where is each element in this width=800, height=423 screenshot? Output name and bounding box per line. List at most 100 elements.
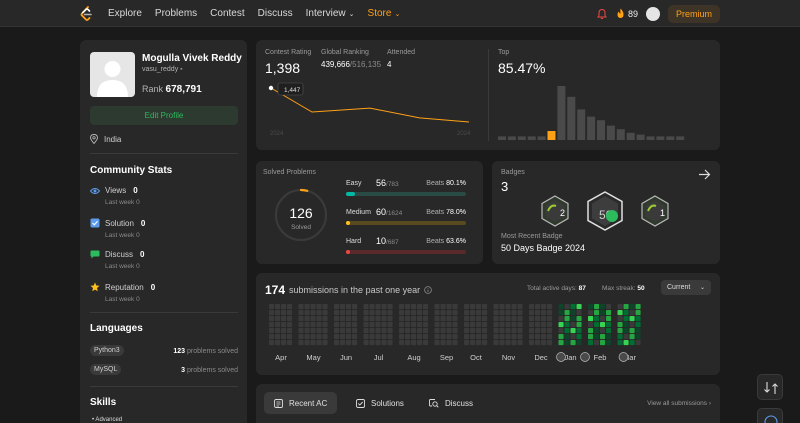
heatmap-cell[interactable] bbox=[529, 322, 534, 327]
heatmap-cell[interactable] bbox=[571, 334, 576, 339]
heatmap-cell[interactable] bbox=[500, 322, 505, 327]
heatmap-cell[interactable] bbox=[299, 304, 304, 309]
info-icon[interactable] bbox=[424, 286, 432, 294]
heatmap-cell[interactable] bbox=[535, 316, 540, 321]
heatmap-cell[interactable] bbox=[518, 304, 523, 309]
heatmap-cell[interactable] bbox=[565, 322, 570, 327]
heatmap-cell[interactable] bbox=[364, 310, 369, 315]
heatmap-cell[interactable] bbox=[299, 322, 304, 327]
heatmap-cell[interactable] bbox=[559, 316, 564, 321]
heatmap-cell[interactable] bbox=[482, 328, 487, 333]
heatmap-cell[interactable] bbox=[636, 316, 641, 321]
heatmap-cell[interactable] bbox=[334, 328, 339, 333]
histogram-bar[interactable] bbox=[597, 120, 605, 140]
profile-avatar[interactable] bbox=[90, 52, 135, 97]
heatmap-cell[interactable] bbox=[334, 322, 339, 327]
heatmap-cell[interactable] bbox=[606, 322, 611, 327]
heatmap-cell[interactable] bbox=[518, 316, 523, 321]
heatmap-cell[interactable] bbox=[506, 316, 511, 321]
rating-distribution-chart[interactable] bbox=[498, 84, 712, 141]
histogram-bar[interactable] bbox=[577, 109, 585, 140]
heatmap-cell[interactable] bbox=[287, 334, 292, 339]
heatmap-cell[interactable] bbox=[435, 310, 440, 315]
heatmap-cell[interactable] bbox=[299, 334, 304, 339]
heatmap-cell[interactable] bbox=[340, 304, 345, 309]
heatmap-cell[interactable] bbox=[388, 328, 393, 333]
heatmap-cell[interactable] bbox=[441, 310, 446, 315]
heatmap-cell[interactable] bbox=[529, 310, 534, 315]
nav-contest[interactable]: Contest bbox=[210, 8, 244, 19]
heatmap-cell[interactable] bbox=[275, 328, 280, 333]
heatmap-cell[interactable] bbox=[269, 304, 274, 309]
heatmap-cell[interactable] bbox=[464, 304, 469, 309]
heatmap-cell[interactable] bbox=[547, 328, 552, 333]
heatmap-cell[interactable] bbox=[470, 322, 475, 327]
heatmap-cell[interactable] bbox=[506, 304, 511, 309]
heatmap-cell[interactable] bbox=[624, 304, 629, 309]
heatmap-cell[interactable] bbox=[352, 316, 357, 321]
heatmap-cell[interactable] bbox=[600, 328, 605, 333]
heatmap-cell[interactable] bbox=[588, 340, 593, 345]
heatmap-cell[interactable] bbox=[529, 340, 534, 345]
heatmap-cell[interactable] bbox=[547, 316, 552, 321]
heatmap-cell[interactable] bbox=[411, 340, 416, 345]
heatmap-cell[interactable] bbox=[535, 304, 540, 309]
heatmap-cell[interactable] bbox=[405, 340, 410, 345]
heatmap-cell[interactable] bbox=[305, 304, 310, 309]
heatmap-cell[interactable] bbox=[512, 328, 517, 333]
heatmap-cell[interactable] bbox=[405, 304, 410, 309]
heatmap-cell[interactable] bbox=[547, 310, 552, 315]
heatmap-cell[interactable] bbox=[370, 310, 375, 315]
heatmap-cell[interactable] bbox=[600, 334, 605, 339]
heatmap-cell[interactable] bbox=[382, 310, 387, 315]
heatmap-cell[interactable] bbox=[388, 310, 393, 315]
heatmap-cell[interactable] bbox=[376, 322, 381, 327]
histogram-bar[interactable] bbox=[498, 136, 506, 140]
heatmap-cell[interactable] bbox=[364, 328, 369, 333]
heatmap-cell[interactable] bbox=[287, 316, 292, 321]
heatmap-cell[interactable] bbox=[311, 316, 316, 321]
heatmap-cell[interactable] bbox=[423, 340, 428, 345]
heatmap-cell[interactable] bbox=[559, 340, 564, 345]
heatmap-cell[interactable] bbox=[411, 304, 416, 309]
badge-marker-icon[interactable] bbox=[619, 353, 628, 362]
heatmap-cell[interactable] bbox=[518, 334, 523, 339]
tab-solutions[interactable]: Solutions bbox=[346, 392, 414, 414]
heatmap-cell[interactable] bbox=[364, 340, 369, 345]
heatmap-cell[interactable] bbox=[529, 334, 534, 339]
heatmap-cell[interactable] bbox=[388, 316, 393, 321]
heatmap-cell[interactable] bbox=[512, 340, 517, 345]
heatmap-cell[interactable] bbox=[453, 304, 458, 309]
heatmap-cell[interactable] bbox=[476, 334, 481, 339]
heatmap-cell[interactable] bbox=[447, 310, 452, 315]
heatmap-cell[interactable] bbox=[588, 328, 593, 333]
heatmap-cell[interactable] bbox=[447, 328, 452, 333]
heatmap-cell[interactable] bbox=[411, 316, 416, 321]
heatmap-cell[interactable] bbox=[275, 340, 280, 345]
heatmap-cell[interactable] bbox=[482, 304, 487, 309]
heatmap-cell[interactable] bbox=[518, 328, 523, 333]
heatmap-cell[interactable] bbox=[447, 334, 452, 339]
heatmap-cell[interactable] bbox=[281, 310, 286, 315]
heatmap-cell[interactable] bbox=[269, 322, 274, 327]
heatmap-cell[interactable] bbox=[323, 328, 328, 333]
heatmap-cell[interactable] bbox=[482, 322, 487, 327]
heatmap-cell[interactable] bbox=[618, 322, 623, 327]
heatmap-cell[interactable] bbox=[630, 310, 635, 315]
heatmap-cell[interactable] bbox=[346, 322, 351, 327]
heatmap-cell[interactable] bbox=[340, 334, 345, 339]
notification-bell-icon[interactable] bbox=[596, 8, 608, 20]
heatmap-cell[interactable] bbox=[494, 316, 499, 321]
heatmap-cell[interactable] bbox=[565, 340, 570, 345]
heatmap-cell[interactable] bbox=[482, 340, 487, 345]
heatmap-cell[interactable] bbox=[624, 328, 629, 333]
heatmap-cell[interactable] bbox=[636, 334, 641, 339]
heatmap-cell[interactable] bbox=[275, 322, 280, 327]
heatmap-cell[interactable] bbox=[340, 328, 345, 333]
heatmap-cell[interactable] bbox=[299, 328, 304, 333]
year-dropdown[interactable]: Current ⌄ bbox=[661, 280, 711, 295]
heatmap-cell[interactable] bbox=[453, 310, 458, 315]
heatmap-cell[interactable] bbox=[311, 340, 316, 345]
heatmap-cell[interactable] bbox=[317, 322, 322, 327]
heatmap-cell[interactable] bbox=[464, 310, 469, 315]
